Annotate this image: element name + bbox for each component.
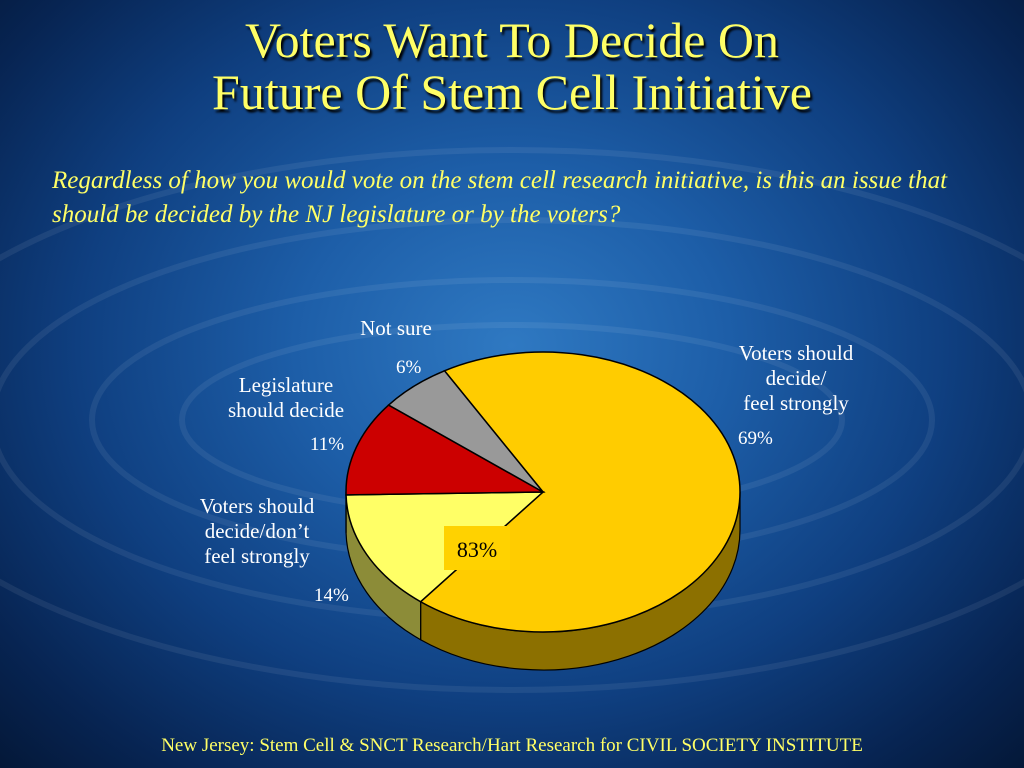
- label-line: Not sure: [360, 316, 432, 340]
- page-title: Voters Want To Decide On Future Of Stem …: [0, 14, 1024, 118]
- pie-slice: [345, 404, 546, 496]
- pie-slice: [387, 369, 544, 493]
- label-line: Voters should: [199, 494, 315, 518]
- label-line: decide/: [765, 366, 827, 390]
- slice-label-voters-strongly: Voters should decide/ feel strongly: [704, 341, 888, 416]
- title-line-2: Future Of Stem Cell Initiative: [212, 64, 812, 120]
- combined-voters-annotation: 83%: [444, 526, 510, 570]
- label-line: Legislature: [238, 373, 334, 397]
- label-line: decide/don’t: [204, 519, 310, 543]
- slice-value-voters-strongly: 69%: [738, 428, 773, 449]
- label-line: feel strongly: [743, 391, 849, 415]
- survey-question: Regardless of how you would vote on the …: [52, 167, 948, 228]
- slice-value-voters-not-strongly: 14%: [314, 585, 349, 606]
- slice-label-legislature: Legislature should decide: [200, 373, 372, 423]
- slice-value-legislature: 11%: [310, 434, 345, 455]
- source-footnote: New Jersey: Stem Cell & SNCT Research/Ha…: [161, 735, 863, 756]
- label-line: feel strongly: [204, 544, 310, 568]
- slice-label-not-sure: Not sure: [340, 316, 452, 341]
- title-line-1: Voters Want To Decide On: [244, 12, 780, 68]
- slice-value-not-sure: 6%: [396, 357, 422, 378]
- label-line: should decide: [227, 398, 345, 422]
- label-line: Voters should: [738, 341, 854, 365]
- slice-label-voters-not-strongly: Voters should decide/don’t feel strongly: [172, 494, 342, 569]
